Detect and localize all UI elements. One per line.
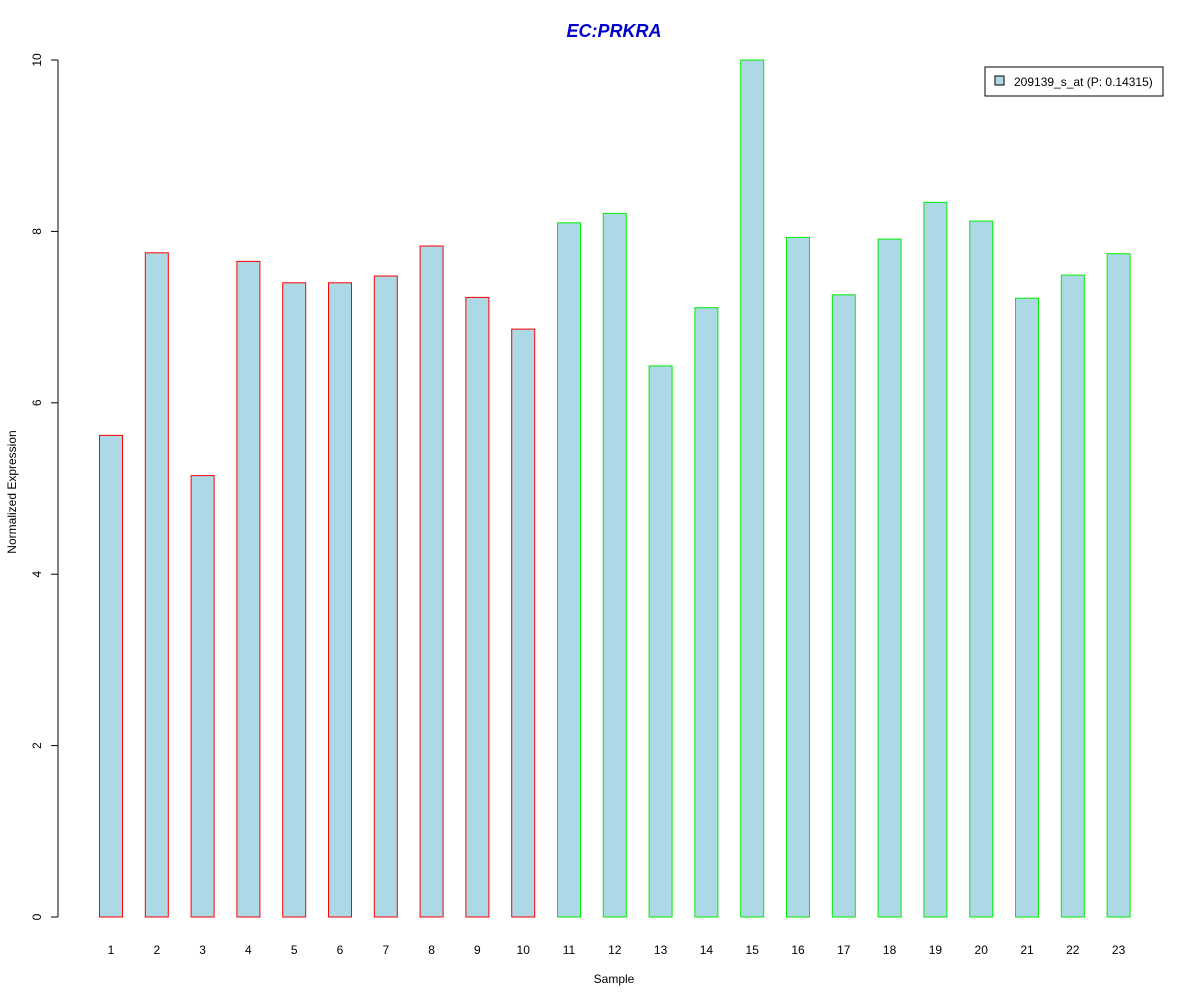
bar-sample-9 [465,296,490,918]
y-tick-label: 8 [30,228,44,235]
bar-sample-23 [1106,253,1131,918]
legend-entry-label: 209139_s_at (P: 0.14315) [1014,75,1153,89]
legend-swatch [994,75,1005,86]
x-tick-label: 4 [245,943,252,957]
x-tick-label: 10 [517,943,531,957]
legend: 209139_s_at (P: 0.14315) [984,66,1164,97]
bar-sample-3 [190,475,215,918]
x-tick-label: 18 [883,943,897,957]
y-tick-label: 2 [30,742,44,749]
x-tick-label: 3 [199,943,206,957]
y-tick-label: 0 [30,913,44,920]
x-tick-label: 6 [337,943,344,957]
x-tick-label: 21 [1020,943,1034,957]
bar-sample-8 [419,245,444,918]
y-axis-label: Normalized Expression [5,430,19,553]
chart-title: EC:PRKRA [566,21,661,41]
bar-sample-17 [831,294,856,918]
x-tick-label: 8 [428,943,435,957]
bar-sample-4 [236,260,261,918]
x-tick-label: 11 [563,943,576,957]
x-tick-label: 14 [700,943,714,957]
bar-sample-22 [1060,274,1085,918]
x-tick-label: 2 [153,943,160,957]
x-tick-label: 1 [108,943,115,957]
bar-sample-14 [694,307,719,918]
bars-group [99,59,1131,918]
bar-sample-11 [557,222,581,918]
bar-sample-15 [740,59,765,918]
x-tick-label: 9 [474,943,481,957]
x-axis-tick-labels: 1 2 3 4 5 6 7 8 9 10 11 12 13 14 15 16 17 18 19 20 21 22 23 [108,943,1126,957]
y-tick-label: 4 [30,571,44,578]
x-tick-label: 19 [929,943,943,957]
x-tick-label: 17 [837,943,851,957]
bar-sample-13 [648,365,673,918]
x-tick-label: 23 [1112,943,1126,957]
legend-box [984,66,1164,97]
x-tick-label: 12 [608,943,622,957]
x-tick-label: 16 [791,943,805,957]
bar-sample-1 [99,434,123,918]
bar-sample-6 [328,282,352,918]
x-tick-label: 15 [746,943,760,957]
x-tick-label: 7 [382,943,389,957]
bar-sample-5 [282,282,307,918]
bar-sample-12 [602,212,627,918]
bar-sample-16 [786,236,810,918]
y-axis: 0 2 4 6 8 10 [30,53,59,920]
bar-sample-18 [877,238,902,918]
x-axis-label: Sample [594,972,635,986]
x-tick-label: 22 [1066,943,1080,957]
bar-sample-19 [923,201,948,918]
x-tick-label: 20 [975,943,989,957]
x-tick-label: 5 [291,943,298,957]
bar-sample-20 [969,220,994,918]
bar-sample-2 [144,252,169,918]
bar-sample-10 [511,328,536,918]
y-tick-label: 10 [30,53,44,67]
x-tick-label: 13 [654,943,668,957]
bar-sample-21 [1015,297,1039,918]
y-tick-label: 6 [30,399,44,406]
bar-sample-7 [373,275,398,918]
